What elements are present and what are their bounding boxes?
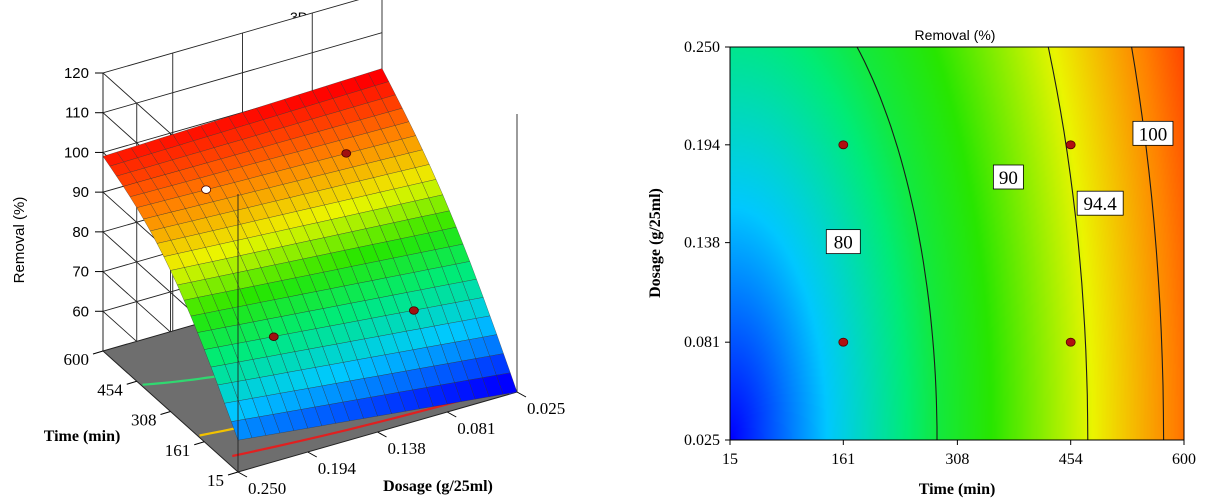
- x-tick-label: 600: [1172, 451, 1196, 468]
- contour-lines: [856, 47, 1165, 440]
- design-point: [1065, 337, 1076, 347]
- z-tick-labels: 60 70 80 90 100 110 120: [64, 65, 89, 320]
- y-tick-label: 0.081: [684, 334, 720, 351]
- time-tick-label: 15: [207, 471, 224, 490]
- dosage-tick-labels: 0.025 0.081 0.138 0.194 0.250: [248, 399, 565, 498]
- contour-x-axis-label: Time (min): [919, 481, 996, 498]
- design-point: [838, 337, 849, 347]
- time-tick-label: 161: [165, 441, 191, 460]
- y-tick-label: 0.250: [684, 39, 720, 56]
- contour-y-tick-labels: 0.025 0.081 0.138 0.194 0.250: [684, 39, 720, 449]
- z-tick-label: 120: [64, 65, 89, 82]
- z-tick-label: 110: [65, 105, 89, 122]
- contour-design-points: [838, 140, 1076, 347]
- surface-design-point: [341, 149, 352, 158]
- contour-chart-panel: 80 90 94.4 100 Removal (%) 15 161 308 45…: [600, 0, 1205, 501]
- contour-label-90: 90: [992, 164, 1024, 190]
- contour-label-text: 100: [1139, 124, 1168, 145]
- x-tick-label: 454: [1059, 451, 1083, 468]
- z-axis-label: Removal (%): [11, 197, 28, 284]
- contour-label-text: 90: [999, 168, 1018, 189]
- x-tick-label: 161: [831, 451, 855, 468]
- dosage-tick-label: 0.025: [527, 399, 565, 418]
- dosage-tick-label: 0.138: [388, 439, 426, 458]
- dosage-tick-label: 0.194: [318, 459, 357, 478]
- surface-design-point: [408, 306, 419, 315]
- z-tick-label: 80: [72, 224, 89, 241]
- contour-label-text: 80: [834, 233, 853, 254]
- surface-design-point: [268, 332, 279, 341]
- z-tick-label: 100: [64, 144, 89, 161]
- time-tick-label: 454: [97, 380, 123, 399]
- time-tick-label: 308: [131, 411, 157, 430]
- contour-x-tick-labels: 15 161 308 454 600: [722, 451, 1196, 468]
- y-tick-label: 0.025: [684, 432, 720, 449]
- z-tick-label: 70: [72, 264, 89, 281]
- contour-title: Removal (%): [915, 27, 996, 43]
- design-point: [1065, 140, 1076, 150]
- contour-labels: 80 90 94.4 100: [825, 120, 1174, 255]
- contour-chart: 80 90 94.4 100 Removal (%) 15 161 308 45…: [647, 27, 1196, 498]
- contour-tick-marks: [725, 46, 1185, 445]
- z-tick-label: 60: [72, 303, 89, 320]
- dosage-tick-label: 0.081: [457, 419, 495, 438]
- time-tick-labels: 15 161 308 454 600: [64, 350, 225, 490]
- contour-label-100: 100: [1132, 120, 1174, 146]
- contour-line-90: [1047, 47, 1089, 440]
- y-tick-label: 0.194: [684, 137, 720, 154]
- surface-design-point: [201, 185, 212, 194]
- time-tick-label: 600: [64, 350, 90, 369]
- contour-label-80: 80: [825, 229, 861, 255]
- dosage-axis-label: Dosage (g/25ml): [383, 478, 493, 495]
- dosage-tick-label: 0.250: [248, 479, 286, 498]
- contour-label-text: 94.4: [1084, 194, 1118, 215]
- contour-label-94.4: 94.4: [1076, 190, 1124, 216]
- surface-mesh: [102, 68, 518, 441]
- time-axis-label: Time (min): [44, 428, 121, 445]
- contour-color-field: [730, 47, 1184, 440]
- contour-line-80: [856, 47, 938, 440]
- x-tick-label: 15: [722, 451, 738, 468]
- contour-line-94.4: [1131, 47, 1165, 440]
- z-tick-label: 90: [72, 184, 89, 201]
- surface-design-points: [201, 149, 419, 341]
- design-point: [838, 140, 849, 150]
- contour-y-axis-label: Dosage (g/25ml): [647, 188, 664, 298]
- surface-chart-panel: 3D Surface 60 70 80 90 100 110 120 Remov…: [0, 0, 600, 501]
- x-tick-label: 308: [945, 451, 969, 468]
- y-tick-label: 0.138: [684, 235, 720, 252]
- surface-chart: 3D Surface 60 70 80 90 100 110 120 Remov…: [11, 0, 565, 498]
- surface-front-frame: [92, 72, 527, 478]
